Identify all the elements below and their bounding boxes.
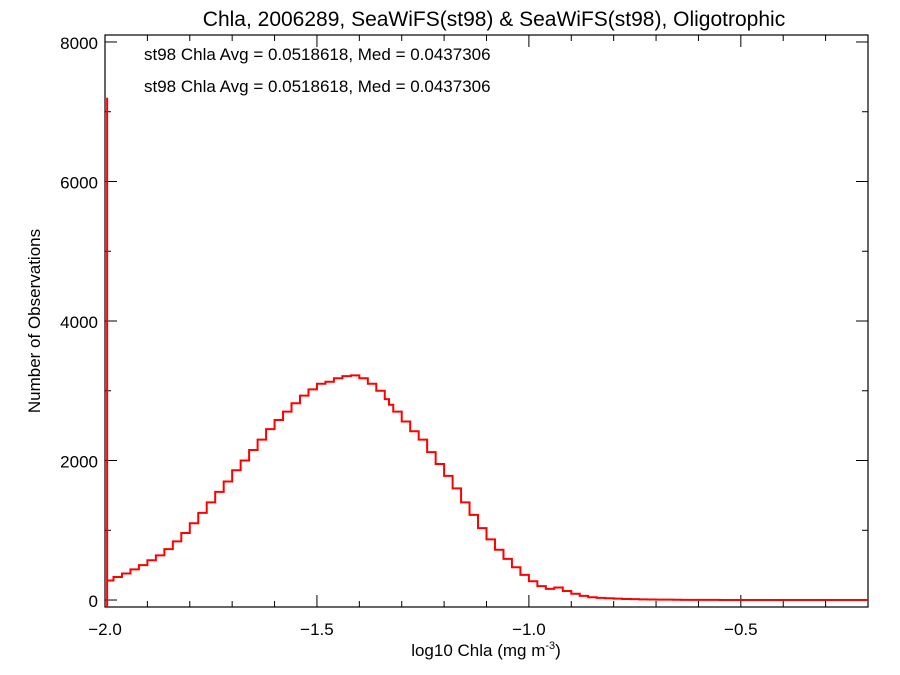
y-tick-label: 0 <box>89 592 98 611</box>
y-tick-label: 4000 <box>60 313 98 332</box>
axis-tick-labels: −2.0 −1.5 −1.0 −0.5 0 2000 4000 6000 8000 <box>60 34 757 639</box>
y-tick-label: 2000 <box>60 453 98 472</box>
x-tick-label: −1.0 <box>512 620 546 639</box>
x-tick-label: −1.5 <box>300 620 334 639</box>
series-layer <box>106 97 868 607</box>
axis-ticks <box>104 35 869 607</box>
y-tick-label: 6000 <box>60 173 98 192</box>
y-tick-label: 8000 <box>60 34 98 53</box>
annotation-black: st98 Chla Avg = 0.0518618, Med = 0.04373… <box>144 45 491 64</box>
y-axis-label: Number of Observations <box>25 229 44 413</box>
annotation-red: st98 Chla Avg = 0.0518618, Med = 0.04373… <box>144 77 491 96</box>
plot-frame <box>104 34 869 608</box>
x-axis-label: log10 Chla (mg m-3) <box>411 640 561 660</box>
chart-title: Chla, 2006289, SeaWiFS(st98) & SeaWiFS(s… <box>203 8 785 31</box>
x-tick-label: −2.0 <box>88 620 122 639</box>
histogram-series <box>107 374 868 601</box>
x-tick-label: −0.5 <box>724 620 758 639</box>
